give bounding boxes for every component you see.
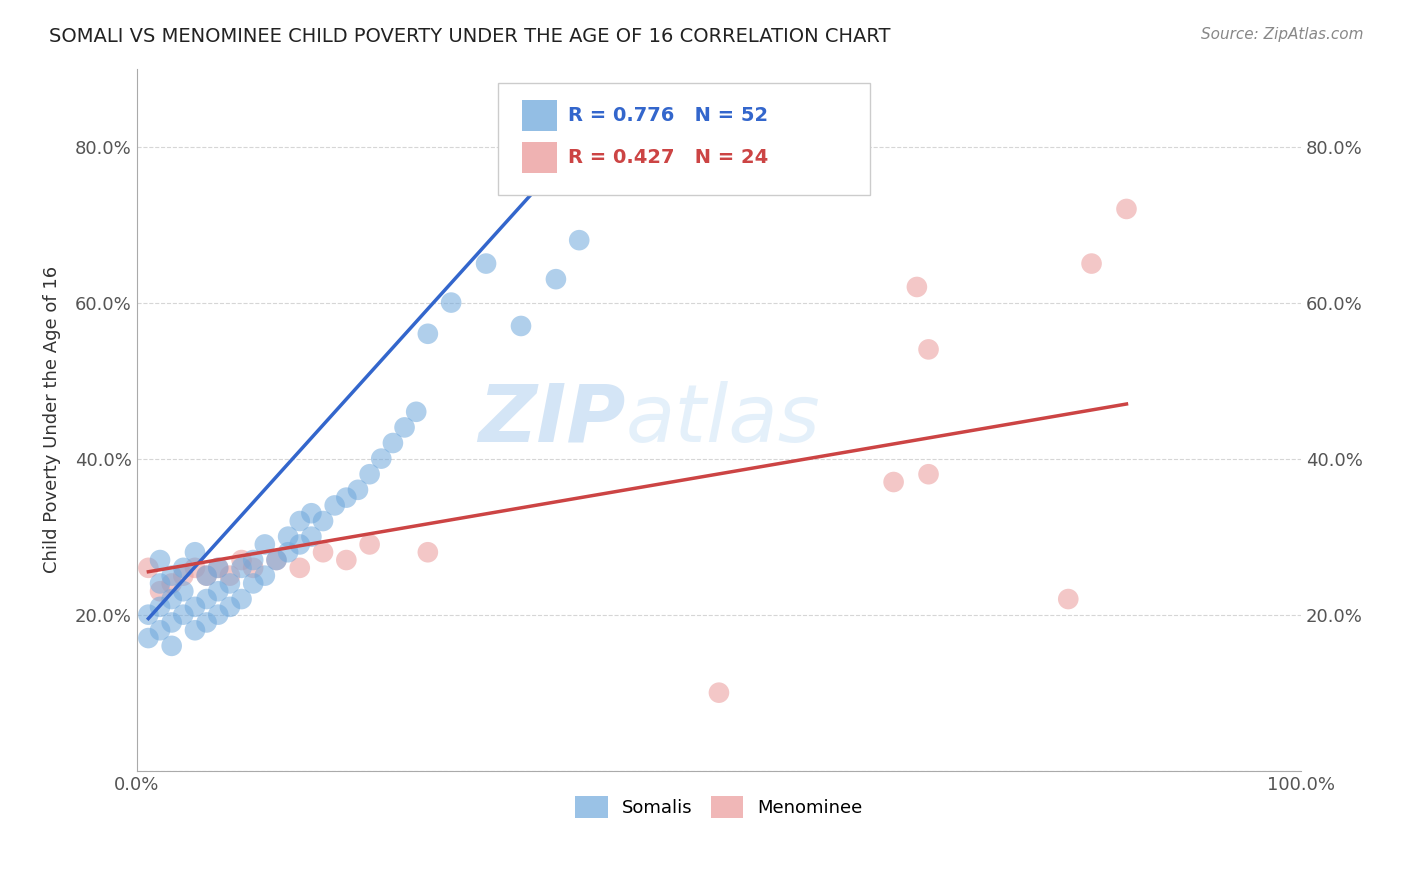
Somalis bbox=[242, 576, 264, 591]
Menominee bbox=[1057, 592, 1080, 607]
Somalis bbox=[253, 537, 276, 551]
Text: SOMALI VS MENOMINEE CHILD POVERTY UNDER THE AGE OF 16 CORRELATION CHART: SOMALI VS MENOMINEE CHILD POVERTY UNDER … bbox=[49, 27, 891, 45]
Menominee bbox=[231, 553, 253, 567]
Somalis bbox=[312, 514, 335, 528]
Somalis bbox=[347, 483, 370, 497]
Somalis bbox=[231, 561, 253, 575]
Somalis bbox=[299, 530, 322, 544]
Menominee bbox=[1080, 256, 1102, 270]
Menominee bbox=[138, 561, 160, 575]
Somalis bbox=[381, 436, 404, 450]
Menominee bbox=[172, 568, 194, 582]
Menominee bbox=[359, 537, 381, 551]
Text: ZIP: ZIP bbox=[478, 381, 626, 458]
Somalis bbox=[184, 545, 207, 559]
Menominee bbox=[917, 343, 939, 357]
FancyBboxPatch shape bbox=[498, 83, 870, 195]
Somalis bbox=[323, 499, 346, 513]
Menominee bbox=[905, 280, 928, 294]
Menominee bbox=[184, 561, 207, 575]
Text: R = 0.427   N = 24: R = 0.427 N = 24 bbox=[568, 148, 768, 167]
Somalis bbox=[172, 561, 194, 575]
Somalis bbox=[160, 592, 183, 607]
Somalis bbox=[160, 568, 183, 582]
Somalis bbox=[299, 506, 322, 520]
Somalis bbox=[184, 599, 207, 614]
Somalis bbox=[219, 599, 242, 614]
Somalis bbox=[242, 553, 264, 567]
Somalis bbox=[277, 545, 299, 559]
Somalis bbox=[149, 576, 172, 591]
Somalis bbox=[138, 607, 160, 622]
Somalis bbox=[266, 553, 288, 567]
Somalis bbox=[195, 568, 218, 582]
Y-axis label: Child Poverty Under the Age of 16: Child Poverty Under the Age of 16 bbox=[44, 266, 60, 574]
Menominee bbox=[917, 467, 939, 482]
Somalis bbox=[359, 467, 381, 482]
Somalis bbox=[184, 624, 207, 638]
Somalis bbox=[253, 568, 276, 582]
Somalis bbox=[394, 420, 416, 434]
Somalis bbox=[231, 592, 253, 607]
Somalis bbox=[207, 607, 229, 622]
Somalis bbox=[277, 530, 299, 544]
Somalis bbox=[149, 599, 172, 614]
Menominee bbox=[242, 561, 264, 575]
Somalis bbox=[405, 405, 427, 419]
Text: R = 0.776   N = 52: R = 0.776 N = 52 bbox=[568, 106, 768, 125]
Somalis bbox=[172, 584, 194, 599]
Somalis bbox=[440, 295, 463, 310]
Menominee bbox=[335, 553, 357, 567]
Somalis bbox=[207, 584, 229, 599]
Menominee bbox=[707, 686, 730, 700]
Somalis bbox=[149, 624, 172, 638]
Somalis bbox=[195, 615, 218, 630]
Somalis bbox=[510, 318, 533, 333]
Somalis bbox=[172, 607, 194, 622]
Somalis bbox=[370, 451, 392, 466]
Menominee bbox=[312, 545, 335, 559]
Somalis bbox=[195, 592, 218, 607]
Somalis bbox=[160, 639, 183, 653]
Somalis bbox=[544, 272, 567, 286]
FancyBboxPatch shape bbox=[522, 142, 557, 173]
Somalis bbox=[149, 553, 172, 567]
Menominee bbox=[219, 568, 242, 582]
Somalis bbox=[288, 537, 311, 551]
Menominee bbox=[195, 568, 218, 582]
Menominee bbox=[266, 553, 288, 567]
Somalis bbox=[207, 561, 229, 575]
Somalis bbox=[219, 576, 242, 591]
Somalis bbox=[138, 631, 160, 645]
Menominee bbox=[1115, 202, 1137, 216]
Menominee bbox=[883, 475, 905, 489]
Menominee bbox=[149, 584, 172, 599]
Somalis bbox=[288, 514, 311, 528]
Menominee bbox=[416, 545, 439, 559]
Somalis bbox=[568, 233, 591, 247]
Legend: Somalis, Menominee: Somalis, Menominee bbox=[568, 789, 870, 825]
Text: atlas: atlas bbox=[626, 381, 821, 458]
Somalis bbox=[335, 491, 357, 505]
Menominee bbox=[288, 561, 311, 575]
Somalis bbox=[475, 256, 498, 270]
Somalis bbox=[160, 615, 183, 630]
Somalis bbox=[416, 326, 439, 341]
FancyBboxPatch shape bbox=[522, 100, 557, 131]
Menominee bbox=[207, 561, 229, 575]
Text: Source: ZipAtlas.com: Source: ZipAtlas.com bbox=[1201, 27, 1364, 42]
Menominee bbox=[160, 576, 183, 591]
